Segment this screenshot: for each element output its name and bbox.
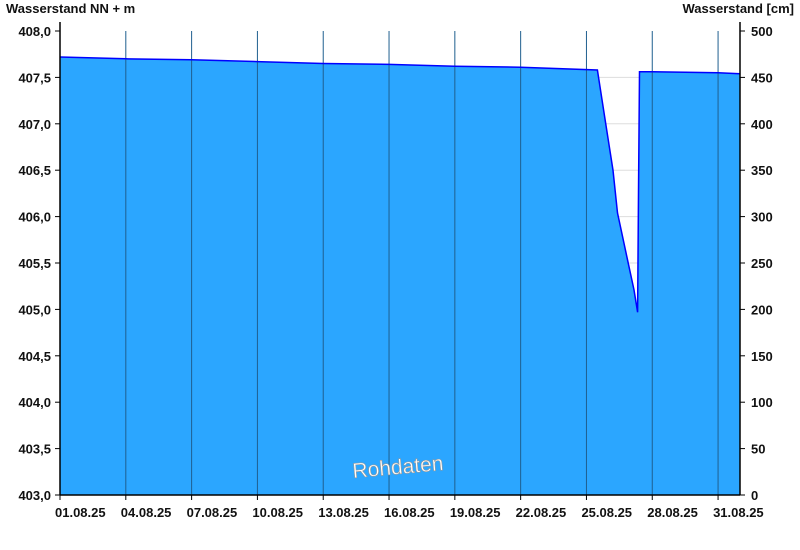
x-tick-label: 28.08.25 [647,505,698,520]
right-tick-label: 500 [751,24,773,39]
right-tick-label: 350 [751,163,773,178]
right-tick-label: 200 [751,302,773,317]
right-tick-label: 400 [751,117,773,132]
right-tick-label: 150 [751,349,773,364]
right-tick-label: 250 [751,256,773,271]
right-tick-label: 450 [751,70,773,85]
right-tick-label: 300 [751,210,773,225]
left-tick-label: 405,0 [18,302,51,317]
left-tick-label: 404,5 [18,349,51,364]
x-tick-label: 01.08.25 [55,505,106,520]
watermark-rohdaten: Rohdaten [352,452,445,483]
left-tick-label: 407,5 [18,70,51,85]
x-tick-label: 07.08.25 [187,505,238,520]
axes [59,22,741,496]
left-tick-label: 405,5 [18,256,51,271]
x-tick-label: 10.08.25 [252,505,303,520]
left-y-ticks: 408,0 407,5 407,0 406,5 406,0 405,5 405,0 404,5… [18,24,60,503]
water-level-line [59,56,741,313]
x-tick-label: 25.08.25 [581,505,632,520]
left-axis-title: Wasserstand NN + m [6,1,135,16]
x-tick-label: 31.08.25 [713,505,764,520]
left-tick-label: 403,5 [18,442,51,457]
x-ticks: 01.08.25 04.08.25 07.08.25 10.08.25 13.08.25… [55,495,764,520]
x-tick-label: 13.08.25 [318,505,369,520]
x-tick-label: 22.08.25 [516,505,567,520]
left-tick-label: 407,0 [18,117,51,132]
x-tick-label: 19.08.25 [450,505,501,520]
right-tick-label: 100 [751,395,773,410]
x-tick-label: 16.08.25 [384,505,435,520]
left-tick-label: 403,0 [18,488,51,503]
right-tick-label: 0 [751,488,758,503]
left-tick-label: 406,5 [18,163,51,178]
left-tick-label: 404,0 [18,395,51,410]
right-tick-label: 50 [751,442,765,457]
left-tick-label: 408,0 [18,24,51,39]
right-axis-title: Wasserstand [cm] [683,1,795,16]
x-tick-label: 04.08.25 [121,505,172,520]
vertical-grid [59,31,741,495]
water-level-area [60,57,740,495]
left-tick-label: 406,0 [18,210,51,225]
